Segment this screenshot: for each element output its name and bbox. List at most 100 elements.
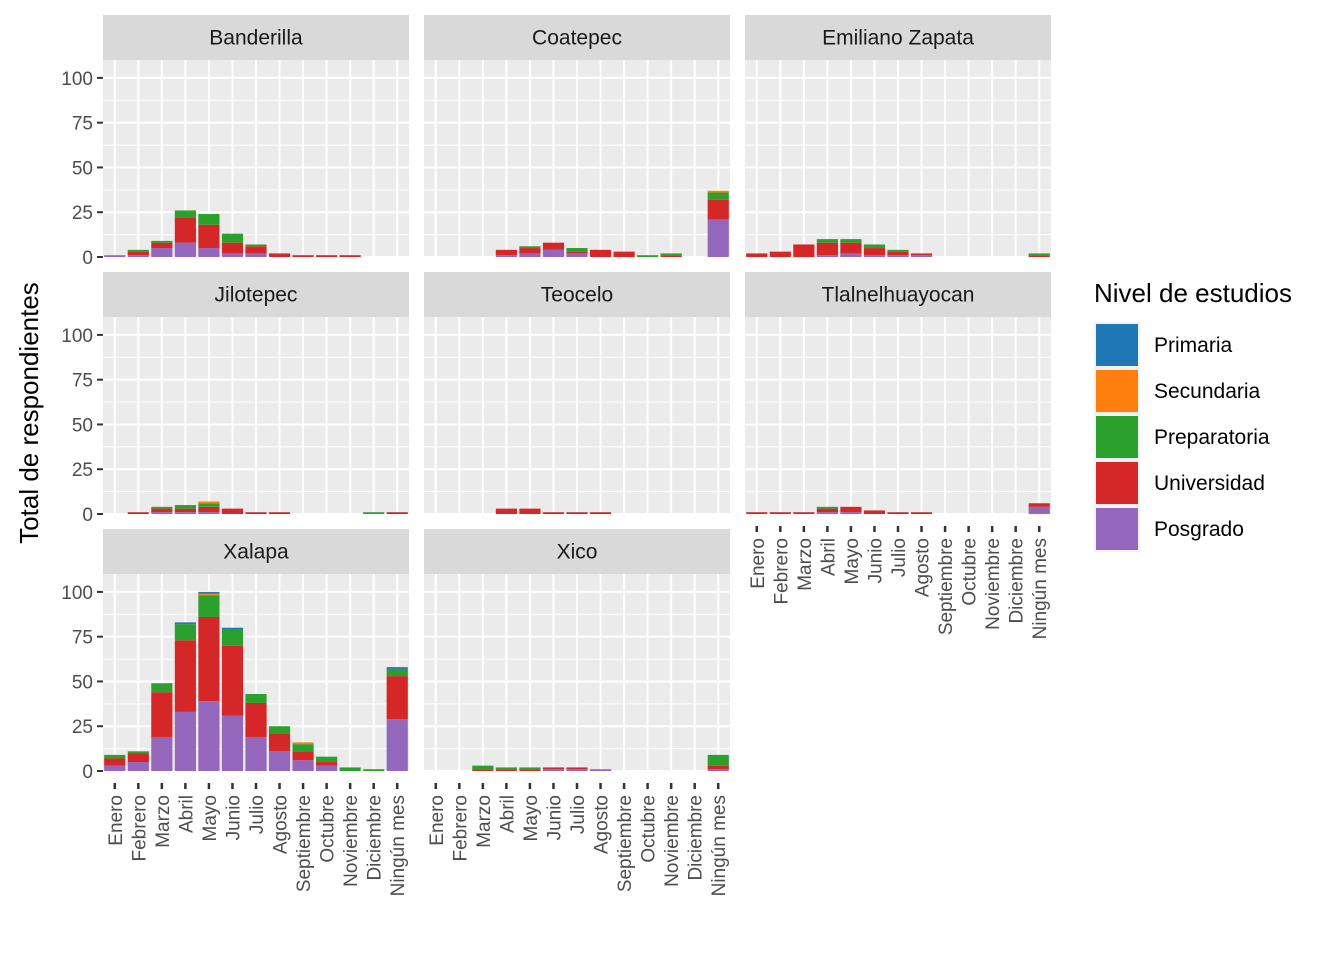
bar-secundaria-mayo [198, 593, 220, 596]
bar-posgrado-ningun-mes [707, 219, 729, 257]
bar-preparatoria-ningun-mes [386, 668, 408, 677]
bar-universidad-julio [245, 512, 267, 514]
x-tick-label-marzo: Marzo [795, 538, 816, 591]
x-tick-label-mayo: Mayo [842, 538, 863, 584]
bar-universidad-marzo [472, 769, 494, 771]
bar-universidad-abril [495, 769, 517, 771]
bar-universidad-julio [887, 512, 909, 514]
y-tick-label: 0 [82, 248, 93, 269]
bar-posgrado-julio [245, 736, 267, 771]
facet-strip-label: Xico [557, 541, 598, 564]
panel-coatepec: Coatepec [424, 15, 730, 258]
y-tick-label: 0 [82, 505, 93, 526]
bar-posgrado-marzo [151, 736, 173, 771]
x-tick-label-enero: Enero [106, 795, 127, 846]
bar-universidad-febrero [769, 251, 791, 257]
bar-universidad-enero [104, 758, 126, 766]
facet-strip-label: Banderilla [209, 27, 303, 50]
bar-universidad-agosto [268, 512, 291, 514]
bar-posgrado-junio [542, 769, 565, 771]
bar-preparatoria-febrero [127, 249, 149, 252]
bar-posgrado-mayo [519, 253, 541, 257]
facet-panels: Banderilla 0 25 50 75 100 Coatepec Emiliano Zap… [61, 15, 1051, 783]
legend-title: Nivel de estudios [1094, 278, 1292, 308]
bar-preparatoria-noviembre [339, 767, 361, 771]
bar-preparatoria-marzo [151, 683, 173, 693]
x-tick-label-julio: Julio [568, 795, 589, 834]
legend-item-secundaria: Secundaria [1094, 368, 1261, 414]
bar-universidad-mayo [198, 616, 220, 702]
bar-preparatoria-abril [816, 506, 838, 509]
bar-posgrado-mayo [198, 248, 220, 257]
x-axes: Enero Febrero Marzo Abril Mayo Junio Julio Agos… [106, 526, 1051, 896]
bar-universidad-mayo [519, 248, 541, 254]
bar-universidad-junio [863, 248, 886, 256]
bar-preparatoria-mayo [198, 595, 220, 617]
x-tick-label-noviembre: Noviembre [662, 795, 683, 887]
bar-universidad-febrero [127, 512, 149, 514]
bar-posgrado-junio [863, 255, 886, 257]
bar-universidad-febrero [769, 512, 791, 514]
bar-universidad-mayo [840, 242, 862, 254]
bar-universidad-julio [245, 702, 267, 737]
x-tick-label-abril: Abril [818, 538, 839, 576]
bar-preparatoria-julio [245, 244, 267, 247]
x-tick-label-octubre: Octubre [318, 795, 339, 863]
bar-universidad-abril [174, 217, 196, 243]
facet-strip [424, 529, 730, 574]
x-tick-label-ningun-mes: Ningún mes [388, 795, 409, 896]
y-tick-label: 50 [72, 158, 93, 179]
bar-secundaria-ningun-mes [707, 190, 729, 193]
x-tick-label-julio: Julio [247, 795, 268, 834]
bar-preparatoria-junio [221, 233, 244, 243]
bar-universidad-mayo [519, 508, 541, 514]
y-axis-title: Total de respondientes [14, 282, 44, 544]
bar-posgrado-abril [174, 512, 196, 514]
bar-posgrado-mayo [840, 253, 862, 257]
legend-label: Preparatoria [1154, 426, 1270, 449]
bar-preparatoria-febrero [127, 751, 149, 754]
y-tick-label: 25 [72, 717, 93, 738]
bar-posgrado-julio [245, 253, 267, 257]
bar-posgrado-febrero [127, 762, 149, 771]
bar-universidad-agosto [910, 253, 933, 256]
bar-universidad-agosto [268, 253, 291, 257]
facet-strip [424, 272, 730, 317]
bar-preparatoria-abril [174, 505, 196, 509]
x-tick-label-febrero: Febrero [771, 538, 792, 605]
bar-universidad-enero [746, 512, 768, 514]
panel-jilotepec: Jilotepec 0 25 50 75 100 [61, 272, 409, 526]
bar-preparatoria-octubre [316, 756, 338, 763]
bar-primaria-mayo [198, 591, 220, 594]
bar-posgrado-abril [174, 711, 196, 771]
legend-label: Posgrado [1154, 518, 1244, 541]
x-tick-label-abril: Abril [497, 795, 518, 833]
y-tick-label: 50 [72, 672, 93, 693]
bar-universidad-octubre [316, 762, 338, 766]
bar-universidad-junio [221, 508, 244, 514]
x-tick-label-septiembre: Septiembre [294, 795, 315, 892]
bar-universidad-marzo [151, 508, 173, 513]
bar-posgrado-ningun-mes [1028, 506, 1050, 514]
bar-universidad-mayo [840, 506, 862, 513]
bar-universidad-abril [816, 508, 838, 513]
bar-universidad-marzo [793, 512, 815, 514]
panel-xico: Xico [424, 529, 730, 772]
bar-universidad-abril [816, 242, 838, 256]
bar-universidad-abril [174, 508, 196, 513]
legend-swatch [1096, 370, 1138, 412]
x-tick-label-diciembre: Diciembre [1007, 538, 1028, 624]
facet-strip [103, 272, 409, 317]
bar-posgrado-abril [495, 255, 517, 257]
x-tick-label-febrero: Febrero [450, 795, 471, 862]
x-tick-label-ningun-mes: Ningún mes [1030, 538, 1051, 639]
bar-posgrado-septiembre [292, 760, 314, 771]
bar-universidad-octubre [316, 255, 338, 257]
legend-swatch [1096, 324, 1138, 366]
bar-posgrado-ningun-mes [707, 769, 729, 771]
bar-preparatoria-ningun-mes [707, 754, 729, 766]
bar-posgrado-mayo [840, 512, 862, 514]
bar-universidad-ningun-mes [1028, 503, 1050, 507]
facet-strip-label: Xalapa [223, 541, 289, 564]
y-tick-label: 100 [61, 583, 93, 604]
